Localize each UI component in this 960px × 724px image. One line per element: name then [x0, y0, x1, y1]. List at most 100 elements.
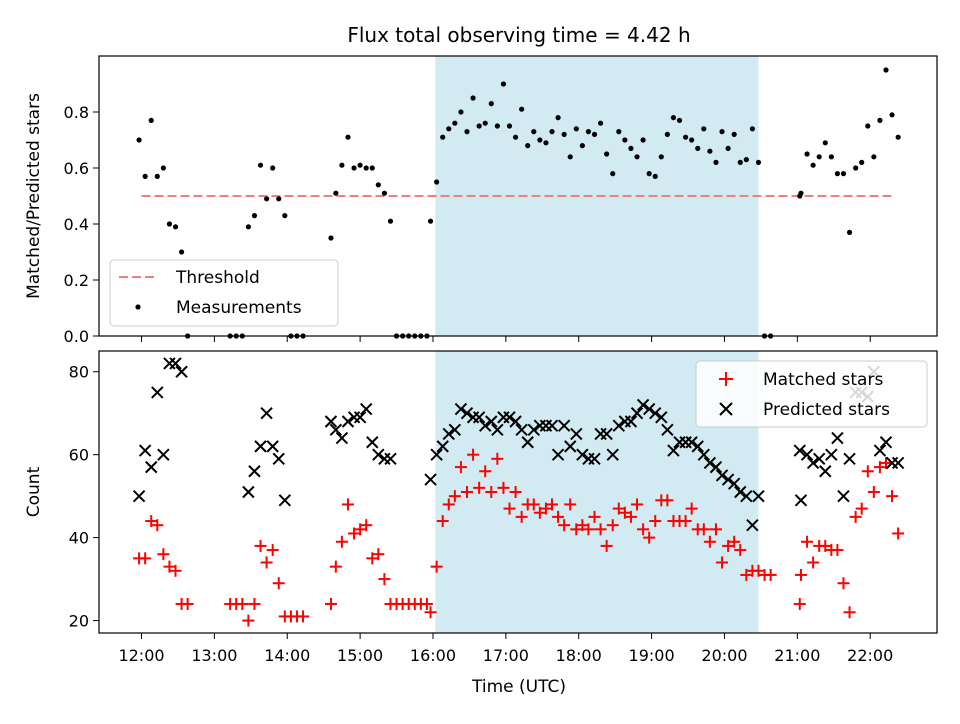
predicted-star-point	[138, 444, 152, 457]
measurement-point	[543, 140, 549, 146]
predicted-star-point	[727, 477, 741, 490]
predicted-star-point	[564, 440, 577, 453]
predicted-star-point	[515, 423, 528, 437]
matched-star-point	[570, 523, 583, 536]
matched-star-point	[606, 519, 619, 532]
measurement-point	[519, 106, 525, 112]
measurement-point	[464, 129, 470, 135]
measurement-point	[351, 165, 357, 171]
measurement-point	[166, 221, 173, 227]
matched-star-point	[145, 515, 158, 528]
measurement-point	[597, 120, 604, 126]
predicted-star-point	[509, 415, 522, 428]
measurement-point	[251, 213, 258, 219]
measurement-point	[339, 162, 345, 168]
measurement-point	[264, 196, 270, 202]
measurement-point	[537, 137, 543, 143]
top-legend: Threshold Measurements	[109, 259, 339, 327]
predicted-star-point	[347, 411, 361, 424]
measurement-point	[333, 190, 339, 196]
matched-star-point	[527, 498, 540, 511]
measurement-point	[707, 148, 713, 154]
predicted-star-point	[424, 473, 437, 486]
measurement-point	[282, 213, 288, 219]
predicted-star-point	[551, 448, 565, 461]
matched-star-point	[546, 498, 559, 511]
predicted-star-point	[260, 406, 273, 420]
matched-star-point	[539, 502, 552, 515]
matched-star-point	[266, 544, 279, 557]
predicted-star-point	[800, 448, 814, 461]
x-tick-label: 20:00	[701, 646, 747, 665]
predicted-star-point	[448, 423, 462, 437]
measurement-point	[725, 145, 731, 151]
measurement-point	[434, 179, 440, 185]
bottom-legend-box	[695, 360, 928, 428]
matched-star-point	[649, 515, 662, 528]
x-tick-label: 15:00	[337, 646, 383, 665]
matched-star-point	[297, 610, 310, 623]
matched-star-point	[335, 535, 348, 548]
matched-star-point	[260, 556, 273, 569]
matched-star-point	[879, 456, 892, 469]
measurement-point	[148, 117, 154, 123]
predicted-star-point	[436, 440, 449, 453]
bottom-axes-frame	[98, 350, 938, 634]
legend-matched-swatch	[719, 372, 733, 386]
measurement-point	[628, 145, 634, 151]
predicted-star-point	[879, 436, 893, 449]
matched-star-point	[709, 523, 722, 536]
legend-measurements-label: Measurements	[176, 298, 302, 318]
measurement-point	[178, 249, 185, 255]
matched-star-point	[661, 494, 674, 507]
predicted-star-point	[709, 460, 723, 474]
measurement-point	[470, 95, 476, 101]
top-y-tick-label: 0.2	[64, 271, 89, 290]
predicted-star-point	[691, 440, 704, 453]
top-y-axis-label: Matched/Predicted stars	[24, 93, 44, 299]
predicted-star-point	[837, 489, 850, 503]
measurement-point	[810, 162, 816, 168]
matched-star-point	[793, 597, 806, 610]
measurement-point	[616, 129, 622, 135]
matched-star-point	[436, 515, 449, 528]
predicted-star-point	[715, 469, 729, 482]
predicted-star-point	[734, 485, 747, 499]
chart-title: Flux total observing time = 4.42 h	[347, 23, 690, 47]
bottom-y-axis-label: Count	[24, 466, 44, 517]
measurement-point	[494, 123, 500, 129]
matched-star-point	[139, 552, 152, 565]
top-legend-box	[109, 259, 339, 327]
predicted-star-point	[831, 431, 844, 445]
x-tick-label: 21:00	[774, 646, 820, 665]
measurement-point	[859, 159, 865, 165]
predicted-star-point	[503, 411, 516, 424]
predicted-star-point	[545, 419, 559, 432]
measurement-point	[591, 131, 598, 137]
x-tick-label: 16:00	[410, 646, 456, 665]
predicted-star-point	[570, 427, 583, 441]
predicted-star-point	[630, 406, 644, 420]
predicted-star-point	[642, 402, 656, 416]
matched-star-point	[460, 486, 473, 498]
matched-star-point	[151, 519, 164, 532]
predicted-star-point	[612, 419, 626, 432]
predicted-star-point	[685, 436, 698, 449]
predicted-star-point	[169, 357, 182, 370]
matched-star-point	[886, 490, 899, 503]
matched-star-point	[843, 606, 856, 619]
matched-star-point	[341, 498, 354, 511]
matched-star-point	[533, 506, 546, 519]
measurement-point	[689, 137, 695, 143]
matched-star-point	[752, 564, 765, 577]
matched-star-point	[454, 461, 467, 474]
predicted-star-point	[175, 365, 188, 378]
measurement-point	[871, 154, 877, 160]
measurement-point	[695, 145, 701, 151]
measurement-point	[154, 173, 160, 179]
measurement-point	[363, 165, 369, 171]
predicted-star-point	[812, 452, 826, 466]
x-tick-label: 18:00	[556, 646, 602, 665]
predicted-star-point	[378, 452, 391, 466]
matched-star-point	[588, 510, 601, 523]
